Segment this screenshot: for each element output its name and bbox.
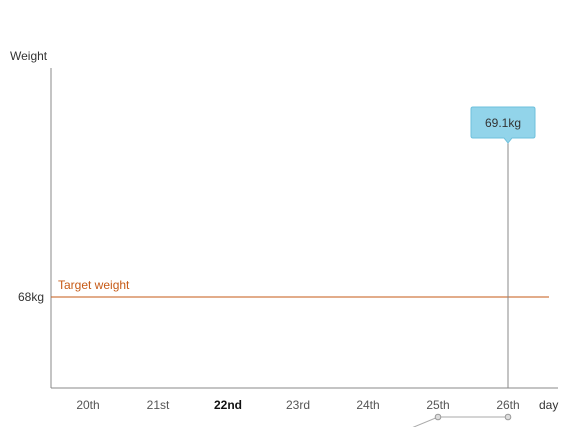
x-tick-label: 23rd — [286, 398, 310, 412]
data-point[interactable] — [434, 413, 442, 421]
x-tick-label: 26th — [496, 398, 519, 412]
y-axis-label: Weight — [10, 49, 48, 63]
tooltip: 69.1kg — [470, 106, 536, 144]
x-tick-label: 20th — [76, 398, 99, 412]
x-tick-label: 21st — [147, 398, 170, 412]
x-axis-label: day — [539, 398, 558, 412]
tooltip-box — [470, 106, 536, 144]
tooltip-label: 69.1kg — [485, 116, 521, 130]
x-tick-label: 25th — [426, 398, 449, 412]
series-line — [412, 416, 508, 427]
x-tick-label: 22nd — [214, 398, 242, 412]
data-point[interactable] — [504, 413, 512, 421]
target-label: Target weight — [58, 278, 130, 292]
y-tick-label: 68kg — [18, 290, 44, 304]
x-tick-label: 24th — [356, 398, 379, 412]
